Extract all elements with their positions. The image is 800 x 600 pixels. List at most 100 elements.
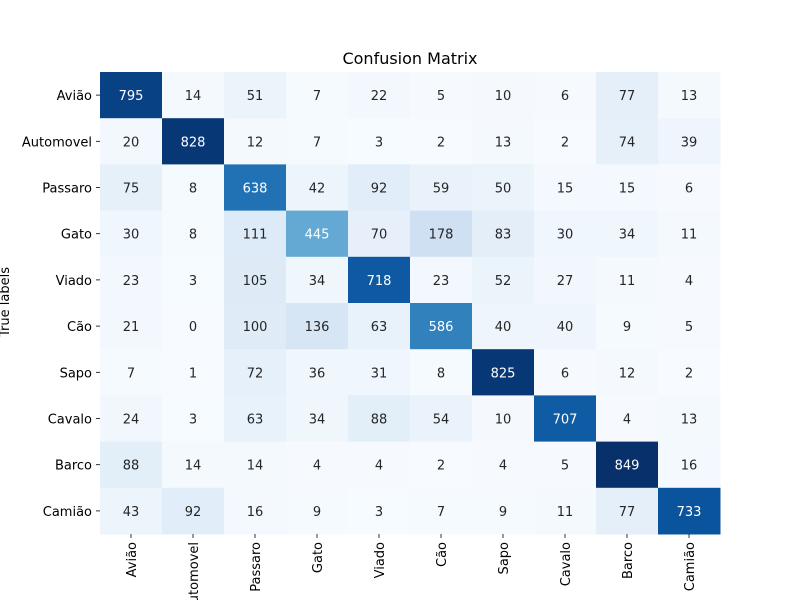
- cell-value-label: 92: [371, 182, 388, 197]
- cell-value-label: 9: [313, 505, 321, 520]
- cell-value-label: 13: [495, 135, 512, 150]
- cell-value-label: 2: [561, 135, 569, 150]
- cell-value-label: 34: [619, 228, 636, 243]
- cell-value-label: 77: [619, 89, 636, 104]
- cell-value-label: 2: [685, 366, 693, 381]
- y-tick-label: Passaro: [42, 182, 92, 197]
- y-tick-label: Automovel: [22, 135, 92, 150]
- x-tick-label: Sapo: [497, 542, 512, 574]
- cell-value-label: 795: [119, 89, 144, 104]
- cell-value-label: 34: [309, 413, 326, 428]
- cell-value-label: 14: [185, 459, 202, 474]
- cell-value-label: 9: [623, 320, 631, 335]
- cell-value-label: 27: [557, 274, 574, 289]
- cell-value-label: 4: [375, 459, 383, 474]
- y-tick-label: Cão: [67, 320, 92, 335]
- x-tick-label: Camião: [683, 542, 698, 591]
- cell-value-label: 77: [619, 505, 636, 520]
- cell-value-label: 5: [437, 89, 445, 104]
- cell-value-label: 1: [189, 366, 197, 381]
- cell-value-label: 445: [305, 228, 330, 243]
- cell-value-label: 14: [185, 89, 202, 104]
- cell-value-label: 40: [557, 320, 574, 335]
- cell-value-label: 39: [681, 135, 698, 150]
- cell-value-label: 52: [495, 274, 512, 289]
- y-tick-label: Cavalo: [48, 413, 92, 428]
- cell-value-label: 70: [371, 228, 388, 243]
- cell-value-label: 92: [185, 505, 202, 520]
- cell-value-label: 5: [685, 320, 693, 335]
- cell-value-label: 30: [123, 228, 140, 243]
- cell-value-label: 14: [247, 459, 264, 474]
- cell-value-label: 22: [371, 89, 388, 104]
- cell-value-label: 13: [681, 89, 698, 104]
- cell-value-label: 4: [623, 413, 631, 428]
- cell-value-label: 63: [247, 413, 264, 428]
- cell-value-label: 178: [429, 228, 454, 243]
- cell-value-label: 15: [619, 182, 636, 197]
- cell-value-label: 6: [561, 89, 569, 104]
- cell-value-label: 75: [123, 182, 140, 197]
- x-tick-label: Avião: [125, 542, 140, 577]
- cell-value-label: 34: [309, 274, 326, 289]
- y-tick-label: Viado: [56, 274, 92, 289]
- cell-value-label: 5: [561, 459, 569, 474]
- cell-value-label: 11: [619, 274, 636, 289]
- x-tick-label: Cavalo: [559, 542, 574, 586]
- cell-value-label: 0: [189, 320, 197, 335]
- cell-value-label: 638: [243, 182, 268, 197]
- cell-value-label: 11: [681, 228, 698, 243]
- cell-value-label: 12: [247, 135, 264, 150]
- y-tick-label: Sapo: [60, 366, 92, 381]
- cell-value-label: 849: [615, 459, 640, 474]
- cell-value-label: 6: [685, 182, 693, 197]
- cell-value-label: 42: [309, 182, 326, 197]
- cell-value-label: 88: [371, 413, 388, 428]
- cell-value-label: 43: [123, 505, 140, 520]
- cell-value-label: 825: [491, 366, 516, 381]
- cell-value-label: 3: [189, 274, 197, 289]
- cell-value-label: 733: [677, 505, 702, 520]
- cell-value-label: 6: [561, 366, 569, 381]
- cell-value-label: 4: [499, 459, 507, 474]
- y-axis-label: True labels: [0, 267, 13, 338]
- cell-value-label: 16: [681, 459, 698, 474]
- cell-value-label: 30: [557, 228, 574, 243]
- cell-value-label: 4: [685, 274, 693, 289]
- cell-value-label: 16: [247, 505, 264, 520]
- cell-value-label: 3: [375, 505, 383, 520]
- chart-title: Confusion Matrix: [342, 49, 477, 68]
- cell-value-label: 31: [371, 366, 388, 381]
- cell-value-label: 11: [557, 505, 574, 520]
- cell-value-label: 23: [123, 274, 140, 289]
- y-tick-label: Camião: [43, 505, 92, 520]
- cell-value-label: 7: [437, 505, 445, 520]
- cell-value-label: 12: [619, 366, 636, 381]
- cell-value-label: 59: [433, 182, 450, 197]
- cell-value-label: 111: [243, 228, 268, 243]
- cell-value-label: 7: [127, 366, 135, 381]
- cell-value-label: 718: [367, 274, 392, 289]
- cell-value-label: 51: [247, 89, 264, 104]
- cell-value-label: 40: [495, 320, 512, 335]
- y-tick-label: Gato: [61, 228, 92, 243]
- cell-value-label: 20: [123, 135, 140, 150]
- x-tick-label: Barco: [621, 542, 636, 579]
- cell-value-label: 15: [557, 182, 574, 197]
- cell-value-label: 54: [433, 413, 450, 428]
- cell-value-label: 21: [123, 320, 140, 335]
- cell-value-label: 8: [437, 366, 445, 381]
- y-tick-labels: Avião Automovel Passaro Gato Viado Cão Sapo Cav…: [22, 89, 100, 520]
- cell-value-label: 74: [619, 135, 636, 150]
- cell-value-label: 586: [429, 320, 454, 335]
- cell-value-label: 10: [495, 413, 512, 428]
- cell-value-label: 13: [681, 413, 698, 428]
- cell-value-label: 83: [495, 228, 512, 243]
- cell-value-label: 100: [243, 320, 268, 335]
- cell-value-label: 2: [437, 459, 445, 474]
- y-tick-label: Barco: [55, 459, 92, 474]
- cell-value-label: 50: [495, 182, 512, 197]
- cell-value-label: 3: [375, 135, 383, 150]
- cell-value-label: 105: [243, 274, 268, 289]
